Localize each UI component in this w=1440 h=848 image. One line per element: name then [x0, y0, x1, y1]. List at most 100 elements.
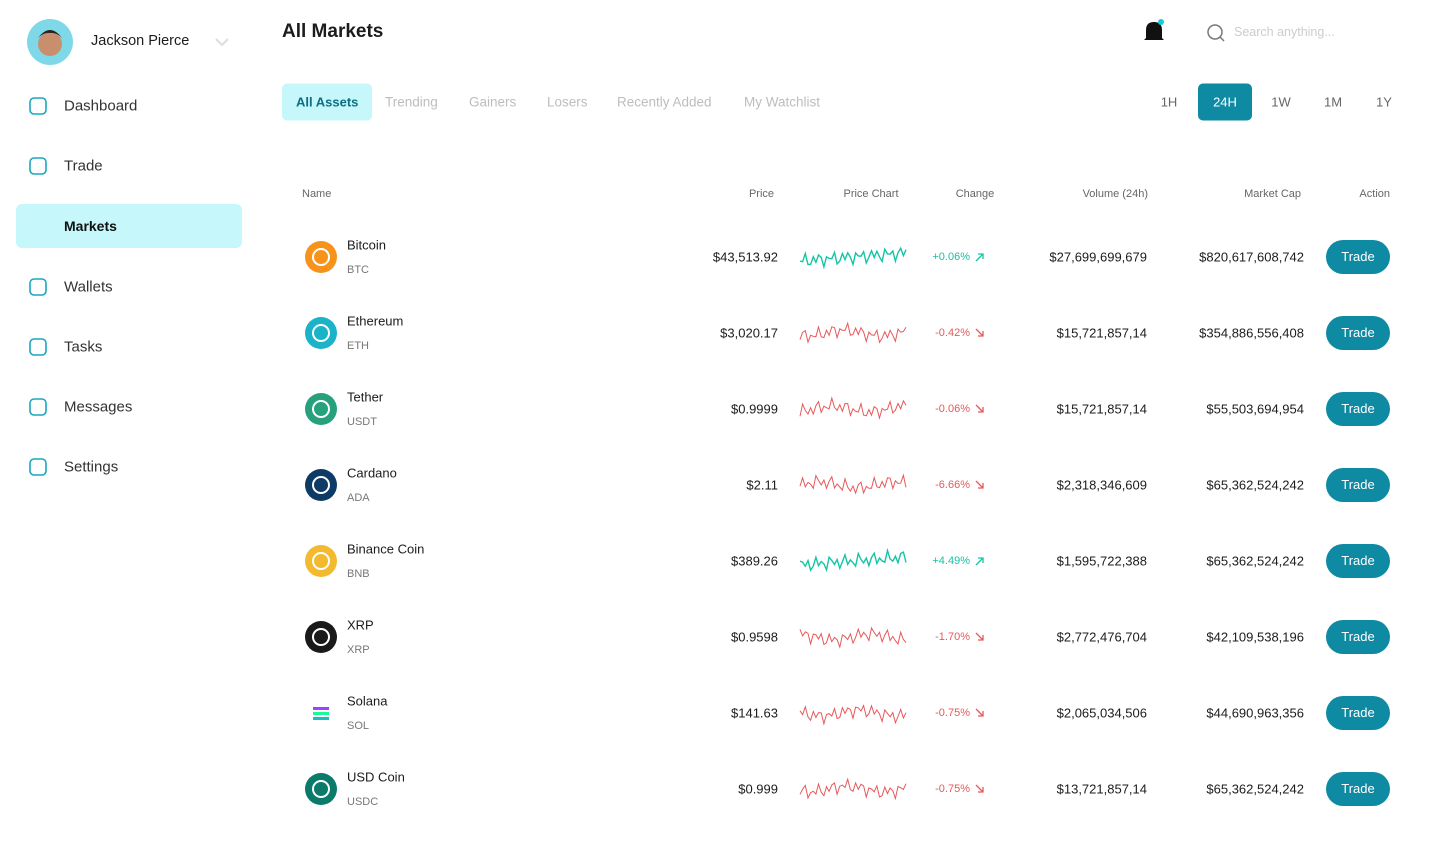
coin-icon	[305, 621, 337, 653]
price: $141.63	[731, 705, 778, 721]
search-input[interactable]: Search anything...	[1234, 25, 1335, 39]
coin-icon-inner	[312, 628, 330, 646]
change-arrow	[975, 708, 984, 717]
market-cap: $44,690,963,356	[1206, 705, 1304, 721]
nav-item[interactable]: Wallets	[64, 278, 113, 296]
nav-item[interactable]: Tasks	[64, 338, 103, 356]
change-arrow	[975, 784, 984, 793]
page-title: All Markets	[282, 21, 384, 42]
market-cap: $65,362,524,242	[1206, 553, 1304, 569]
price: $43,513.92	[712, 249, 778, 265]
trade-button[interactable]: Trade	[1326, 392, 1390, 426]
nav-icon	[29, 97, 47, 115]
search-icon	[1207, 24, 1223, 40]
filter-tab[interactable]: Trending	[385, 94, 438, 110]
coin-icon	[305, 241, 337, 273]
avatar-face	[38, 32, 62, 56]
avatar-hair	[38, 30, 62, 38]
price: $3,020.17	[720, 325, 778, 341]
price: $0.999	[738, 781, 778, 797]
coin-symbol: USDC	[347, 796, 379, 808]
trade-button[interactable]: Trade	[1326, 316, 1390, 350]
nav-icon	[29, 338, 47, 356]
filter-tab[interactable]: Losers	[547, 94, 588, 110]
sparkline	[799, 547, 907, 573]
volume: $2,772,476,704	[1056, 629, 1147, 645]
change-arrow	[975, 557, 984, 566]
coin-symbol: SOL	[347, 720, 370, 732]
bell-dot	[1158, 19, 1164, 25]
coin-symbol: XRP	[347, 644, 370, 656]
dropdown-chevron	[215, 38, 229, 47]
period-button[interactable]: 1M	[1323, 94, 1343, 110]
sparkline	[799, 777, 907, 801]
trade-button[interactable]: Trade	[1326, 468, 1390, 502]
market-cap: $65,362,524,242	[1206, 781, 1304, 797]
change-arrow	[975, 632, 984, 641]
coin-icon-inner	[312, 400, 330, 418]
sparkline	[799, 626, 907, 649]
market-cap: $65,362,524,242	[1206, 477, 1304, 493]
volume: $2,318,346,609	[1056, 477, 1147, 493]
period-button[interactable]: 1Y	[1376, 94, 1392, 110]
coin-icon	[305, 469, 337, 501]
column-header: Name	[302, 188, 332, 200]
volume: $1,595,722,388	[1056, 553, 1147, 569]
period-button[interactable]: 24H	[1198, 83, 1252, 121]
coin-name: Tether	[347, 389, 384, 405]
coin-name: XRP	[347, 617, 374, 633]
filter-tab[interactable]: My Watchlist	[744, 94, 821, 110]
column-header: Price	[748, 188, 774, 200]
filter-tab[interactable]: All Assets	[282, 83, 373, 121]
filter-tab[interactable]: Gainers	[469, 94, 517, 110]
trade-button[interactable]: Trade	[1326, 240, 1390, 274]
nav-item[interactable]: Settings	[64, 458, 119, 476]
coin-icon-bar	[313, 712, 329, 715]
trade-button[interactable]: Trade	[1326, 696, 1390, 730]
nav-item[interactable]: Messages	[64, 398, 133, 416]
column-header: Market Cap	[1244, 188, 1301, 200]
column-header: Action	[1359, 188, 1390, 200]
nav-item[interactable]: Dashboard	[64, 97, 138, 115]
change: -6.66%	[935, 479, 970, 491]
coin-symbol: BTC	[347, 264, 369, 276]
change: -1.70%	[935, 631, 970, 643]
coin-icon-inner	[312, 780, 330, 798]
nav-item[interactable]: Trade	[64, 157, 103, 175]
coin-name: Solana	[347, 693, 388, 709]
coin-name: Ethereum	[347, 313, 404, 329]
active-nav-bg	[16, 204, 242, 248]
trade-button[interactable]: Trade	[1326, 544, 1390, 578]
nav-item[interactable]: Markets	[64, 218, 117, 234]
coin-name: USD Coin	[347, 769, 405, 785]
coin-icon-inner	[312, 248, 330, 266]
coin-icon	[305, 545, 337, 577]
coin-icon	[305, 773, 337, 805]
price: $2.11	[746, 477, 778, 493]
coin-name: Cardano	[347, 465, 397, 481]
coin-name: Binance Coin	[347, 541, 425, 557]
period-button[interactable]: 1H	[1160, 94, 1178, 110]
period-button[interactable]: 1W	[1271, 94, 1291, 110]
market-cap: $42,109,538,196	[1206, 629, 1304, 645]
nav-icon	[29, 278, 47, 296]
change: +0.06%	[932, 251, 970, 263]
market-cap: $55,503,694,954	[1206, 401, 1304, 417]
volume: $15,721,857,14	[1056, 325, 1147, 341]
column-header: Change	[955, 188, 995, 200]
change: -0.75%	[935, 707, 970, 719]
sparkline	[799, 704, 907, 726]
sparkline	[799, 321, 907, 344]
change-arrow	[975, 328, 984, 337]
coin-icon-inner	[312, 552, 330, 570]
coin-symbol: ETH	[347, 340, 369, 352]
trade-button[interactable]: Trade	[1326, 620, 1390, 654]
trade-button[interactable]: Trade	[1326, 772, 1390, 806]
user-name[interactable]: Jackson Pierce	[91, 33, 190, 49]
change: -0.42%	[935, 327, 970, 339]
coin-icon	[305, 393, 337, 425]
search-handle	[1219, 36, 1225, 42]
filter-tab[interactable]: Recently Added	[617, 94, 712, 110]
sparkline	[799, 246, 907, 270]
